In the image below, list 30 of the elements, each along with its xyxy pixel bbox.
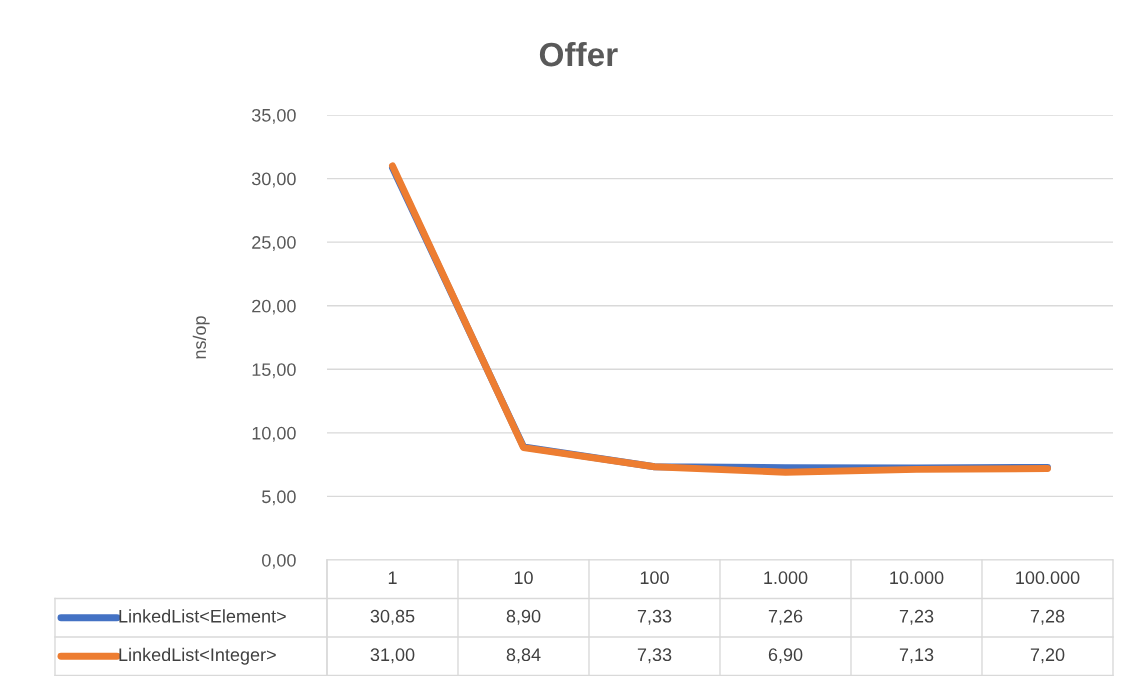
data-label: 30,85 (370, 609, 415, 625)
y-tick-label: 30,00 (251, 172, 296, 188)
data-label: 6,90 (768, 648, 803, 664)
data-label: 7,33 (637, 648, 672, 664)
legend-label: LinkedList<Integer> (119, 647, 276, 665)
data-label: 7,23 (899, 609, 934, 625)
x-tick-label: 10 (514, 571, 533, 585)
y-tick-label: 35,00 (251, 108, 296, 124)
y-axis-title: ns/op (192, 316, 210, 359)
x-tick-label: 10.000 (890, 571, 944, 585)
data-label: 31,00 (370, 648, 415, 664)
y-tick-label: 10,00 (252, 426, 296, 442)
y-tick-label: 20,00 (252, 299, 296, 315)
data-label: 8,84 (506, 648, 541, 664)
data-label: 7,13 (899, 648, 934, 664)
x-tick-label: 1.000 (764, 571, 808, 585)
y-tick-label: 15,00 (252, 363, 296, 379)
legend-label: LinkedList<Element> (119, 609, 286, 623)
y-tick-label: 25,00 (252, 236, 296, 251)
x-tick-label: 100 (640, 571, 669, 585)
data-label: 8,90 (506, 609, 541, 625)
x-tick-label: 100.000 (1016, 571, 1080, 585)
data-label: 7,28 (1030, 609, 1065, 625)
data-label: 7,20 (1030, 648, 1065, 664)
x-tick-label: 1 (388, 571, 397, 584)
y-tick-label: 0,00 (262, 553, 296, 569)
chart-title: Offer (539, 41, 618, 67)
data-label: 7,33 (637, 609, 672, 625)
data-label: 7,26 (768, 609, 803, 625)
y-tick-label: 5,00 (262, 490, 296, 506)
